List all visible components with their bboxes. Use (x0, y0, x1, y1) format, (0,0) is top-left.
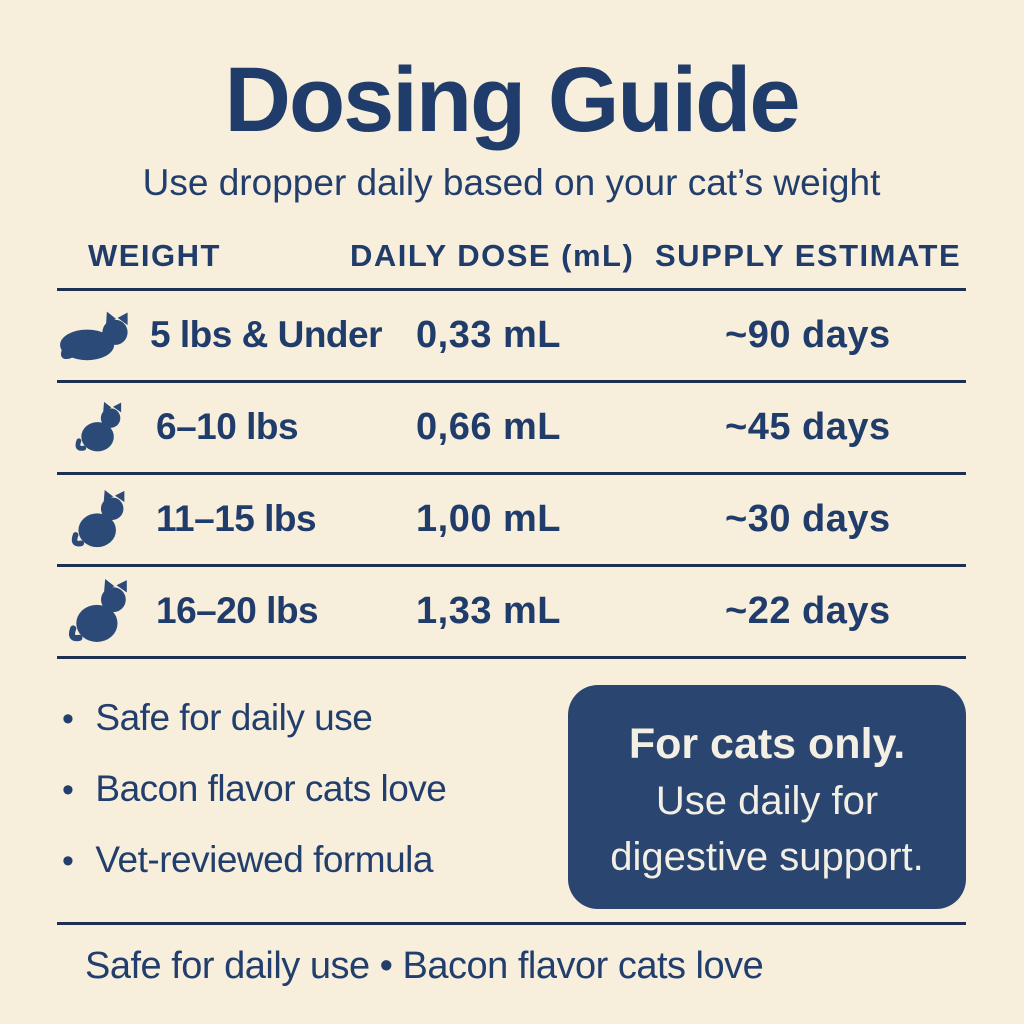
benefit-label: Safe for daily use (95, 696, 373, 738)
supply-value: ~30 days (725, 497, 891, 540)
weight-cell: 11–15 lbs (57, 489, 350, 549)
table-header-row: WEIGHT DAILY DOSE (mL) SUPPLY ESTIMATE (57, 238, 966, 291)
dose-value: 0,66 mL (416, 405, 562, 448)
supply-value: ~90 days (725, 313, 891, 356)
benefit-label: Bacon flavor cats love (95, 767, 447, 809)
column-header-supply-estimate: SUPPLY ESTIMATE (655, 237, 962, 273)
page-subtitle: Use dropper daily based on your cat’s we… (142, 161, 881, 203)
cat-sitting-icon (57, 489, 143, 549)
table-row: 5 lbs & Under 0,33 mL ~90 days (57, 291, 966, 383)
benefit-label: Vet-reviewed formula (95, 838, 433, 880)
page-title: Dosing Guide (224, 49, 801, 151)
callout-text-line: Use daily for (655, 778, 879, 823)
supply-value: ~45 days (725, 405, 891, 448)
benefit-item: Vet-reviewed formula (57, 839, 568, 881)
lower-section: Safe for daily use Bacon flavor cats lov… (57, 684, 966, 910)
weight-label: 11–15 lbs (156, 498, 317, 540)
table-row: 11–15 lbs 1,00 mL ~30 days (57, 475, 966, 567)
cat-lying-icon (57, 308, 137, 362)
table-body: 5 lbs & Under 0,33 mL ~90 days (57, 291, 966, 659)
dose-value: 1,00 mL (416, 497, 562, 540)
supply-value: ~22 days (725, 589, 891, 632)
weight-cell: 16–20 lbs (57, 578, 350, 644)
callout-box: For cats only. Use daily for digestive s… (568, 684, 966, 909)
dose-value: 0,33 mL (416, 313, 562, 356)
column-header-weight: WEIGHT (88, 237, 221, 273)
weight-label: 6–10 lbs (156, 406, 299, 448)
dose-value: 1,33 mL (416, 589, 562, 632)
cat-sitting-icon (57, 578, 143, 644)
footer-tagline: Safe for daily use • Bacon flavor cats l… (85, 944, 764, 987)
benefits-list: Safe for daily use Bacon flavor cats lov… (57, 697, 568, 910)
column-header-daily-dose: DAILY DOSE (mL) (350, 237, 635, 273)
weight-cell: 6–10 lbs (57, 401, 350, 453)
weight-cell: 5 lbs & Under (57, 308, 383, 362)
callout-headline: For cats only. (628, 719, 906, 768)
table-row: 16–20 lbs 1,33 mL ~22 days (57, 567, 966, 659)
table-row: 6–10 lbs 0,66 mL ~45 days (57, 383, 966, 475)
callout-text-line: digestive support. (610, 834, 924, 879)
cat-sitting-icon (57, 401, 143, 453)
weight-label: 5 lbs & Under (150, 314, 383, 356)
footer-divider (57, 921, 966, 925)
benefit-item: Bacon flavor cats love (57, 768, 568, 810)
weight-label: 16–20 lbs (156, 590, 319, 632)
benefit-item: Safe for daily use (57, 697, 568, 739)
dosing-table: WEIGHT DAILY DOSE (mL) SUPPLY ESTIMATE (57, 238, 966, 659)
